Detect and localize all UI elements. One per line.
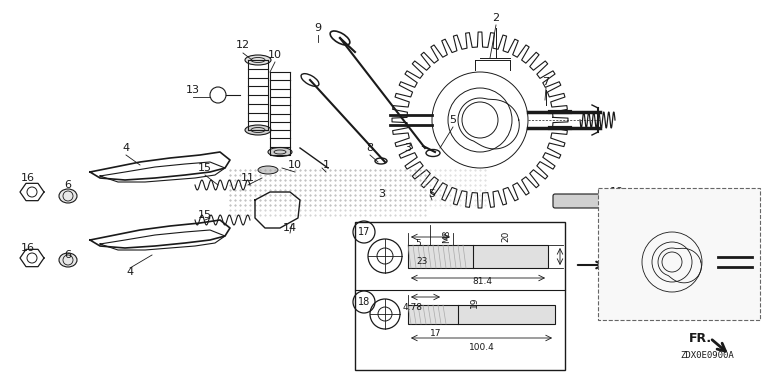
Ellipse shape [245,55,271,65]
Ellipse shape [59,253,77,267]
Text: 18: 18 [358,297,370,307]
Text: 19: 19 [469,296,478,308]
Text: 20: 20 [502,230,511,242]
Text: ZDX0E0900A: ZDX0E0900A [680,351,733,361]
Bar [408,305,555,324]
Text: 4: 4 [122,143,130,153]
Text: 4: 4 [127,267,134,277]
Text: 19: 19 [610,187,624,197]
Text: 16: 16 [21,243,35,253]
Text: 5: 5 [449,115,456,125]
Text: 9: 9 [314,23,322,33]
Text: 17: 17 [430,329,442,339]
Text: 14: 14 [283,223,297,233]
Text: 8: 8 [366,143,373,153]
Text: 6: 6 [65,180,71,190]
Text: 15: 15 [198,163,212,173]
Text: 3: 3 [379,189,386,199]
Text: 7: 7 [542,77,550,87]
Ellipse shape [59,189,77,203]
Text: 7: 7 [730,230,737,240]
Text: 23: 23 [416,258,428,266]
Bar [598,188,760,320]
Text: 1: 1 [323,160,329,170]
Text: 5: 5 [429,189,435,199]
Bar [408,245,548,268]
Text: 10: 10 [288,160,302,170]
Text: 4.78: 4.78 [403,303,423,313]
Text: M8: M8 [442,229,452,243]
Text: 81.4: 81.4 [472,278,492,286]
Text: 16: 16 [21,173,35,183]
Text: 3: 3 [405,143,412,153]
Text: 2: 2 [492,13,499,23]
Ellipse shape [268,147,292,157]
Text: 13: 13 [186,85,200,95]
FancyBboxPatch shape [553,194,609,208]
Text: 6: 6 [65,250,71,260]
Text: 100.4: 100.4 [469,344,495,353]
Text: 15: 15 [198,210,212,220]
Ellipse shape [258,166,278,174]
Text: 17: 17 [358,227,370,237]
Text: 5: 5 [415,240,421,248]
Text: 11: 11 [241,173,255,183]
Text: 12: 12 [236,40,250,50]
Text: 10: 10 [268,50,282,60]
Text: FR.: FR. [688,331,712,344]
Ellipse shape [245,125,271,135]
Bar [355,222,565,370]
